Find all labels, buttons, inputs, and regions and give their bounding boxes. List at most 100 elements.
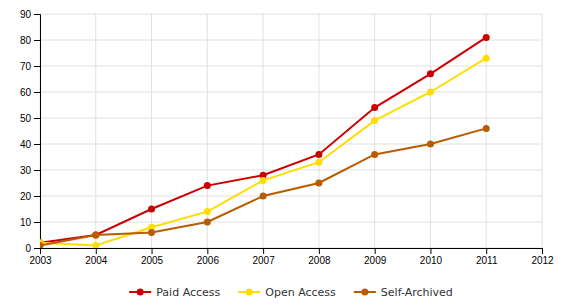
tick-label: 2011 [476, 255, 498, 266]
point [92, 232, 99, 239]
grid-line-x [95, 14, 96, 248]
grid-line-x [318, 14, 319, 248]
tick-mark [34, 118, 40, 119]
legend-label: Self-Archived [381, 286, 453, 299]
tick-label: 0 [25, 243, 31, 254]
tick-label: 2012 [531, 255, 554, 266]
chart: 2003200420052006200720082009201020112012… [0, 0, 566, 308]
tick-label: 2003 [29, 255, 52, 266]
tick: 2010 [420, 248, 443, 266]
point [371, 104, 378, 111]
tick-label: 2006 [197, 255, 220, 266]
tick-mark [319, 248, 320, 254]
tick-mark [34, 170, 40, 171]
tick: 90 [20, 9, 40, 20]
point [148, 206, 155, 213]
series-line [40, 128, 486, 245]
point [92, 232, 99, 239]
grid-line-y [40, 14, 542, 15]
tick-mark [34, 248, 40, 249]
point [483, 55, 490, 62]
tick-mark [263, 248, 264, 254]
point [371, 117, 378, 124]
tick: 20 [20, 191, 40, 202]
plot: 2003200420052006200720082009201020112012… [20, 9, 554, 266]
marks [40, 34, 490, 248]
grid-line-x [151, 14, 152, 248]
point [427, 141, 434, 148]
tick: 60 [20, 87, 40, 98]
grid-line-x [542, 14, 543, 248]
grid-line-y [40, 144, 542, 145]
tick-label: 70 [20, 61, 32, 72]
legend-item: Open Access [238, 286, 336, 299]
tick-mark [34, 14, 40, 15]
tick-label: 2010 [420, 255, 443, 266]
tick-mark [486, 248, 487, 254]
legend-marker [361, 289, 368, 296]
tick: 10 [20, 217, 40, 228]
point [204, 182, 211, 189]
tick: 30 [20, 165, 40, 176]
tick: 0 [25, 243, 40, 254]
axis-line [34, 15, 41, 249]
grid-line-y [40, 66, 542, 67]
tick-mark [430, 248, 431, 254]
tick-label: 2009 [364, 255, 387, 266]
grid [40, 14, 542, 248]
point [315, 151, 322, 158]
tick-mark [542, 248, 543, 254]
tick: 2007 [252, 248, 275, 266]
point [483, 34, 490, 41]
tick-label: 90 [20, 9, 32, 20]
point [483, 125, 490, 132]
tick: 70 [20, 61, 40, 72]
tick-mark [34, 222, 40, 223]
point [148, 229, 155, 236]
tick-label: 60 [20, 87, 32, 98]
legend-label: Open Access [265, 286, 336, 299]
grid-line-y [40, 40, 542, 41]
tick-mark [34, 40, 40, 41]
y-axis: 0 10 20 30 40 50 60 70 80 90 [20, 9, 41, 254]
point [315, 159, 322, 166]
tick: 2009 [364, 248, 387, 266]
legend-item: Self-Archived [354, 286, 453, 299]
tick-label: 30 [20, 165, 32, 176]
tick-label: 80 [20, 35, 32, 46]
grid-line-y [40, 118, 542, 119]
point [427, 70, 434, 77]
x-axis: 2003200420052006200720082009201020112012 [29, 248, 554, 266]
grid-line-x [263, 14, 264, 248]
tick: 2005 [141, 248, 164, 266]
legend-marker [246, 289, 253, 296]
axis-line [41, 249, 543, 255]
legend-marker [137, 289, 144, 296]
tick-mark [375, 248, 376, 254]
tick-mark [34, 144, 40, 145]
point [204, 208, 211, 215]
tick-label: 10 [20, 217, 32, 228]
tick-mark [207, 248, 208, 254]
legend-label: Paid Access [156, 286, 220, 299]
tick-label: 2005 [141, 255, 164, 266]
tick: 2008 [308, 248, 331, 266]
tick: 2012 [531, 248, 554, 266]
tick-mark [34, 92, 40, 93]
tick: 80 [20, 35, 40, 46]
point [204, 219, 211, 226]
grid-line-y [40, 222, 542, 223]
point [92, 242, 99, 248]
legend: Paid Access Open Access Self-Archived [129, 286, 453, 299]
tick: 40 [20, 139, 40, 150]
tick: 2006 [197, 248, 220, 266]
tick-label: 40 [20, 139, 32, 150]
point [260, 177, 267, 184]
tick-label: 50 [20, 113, 32, 124]
grid-line-x [374, 14, 375, 248]
tick-mark [34, 196, 40, 197]
grid-line-y [40, 92, 542, 93]
tick: 50 [20, 113, 40, 124]
point [371, 151, 378, 158]
series-line [40, 37, 486, 242]
